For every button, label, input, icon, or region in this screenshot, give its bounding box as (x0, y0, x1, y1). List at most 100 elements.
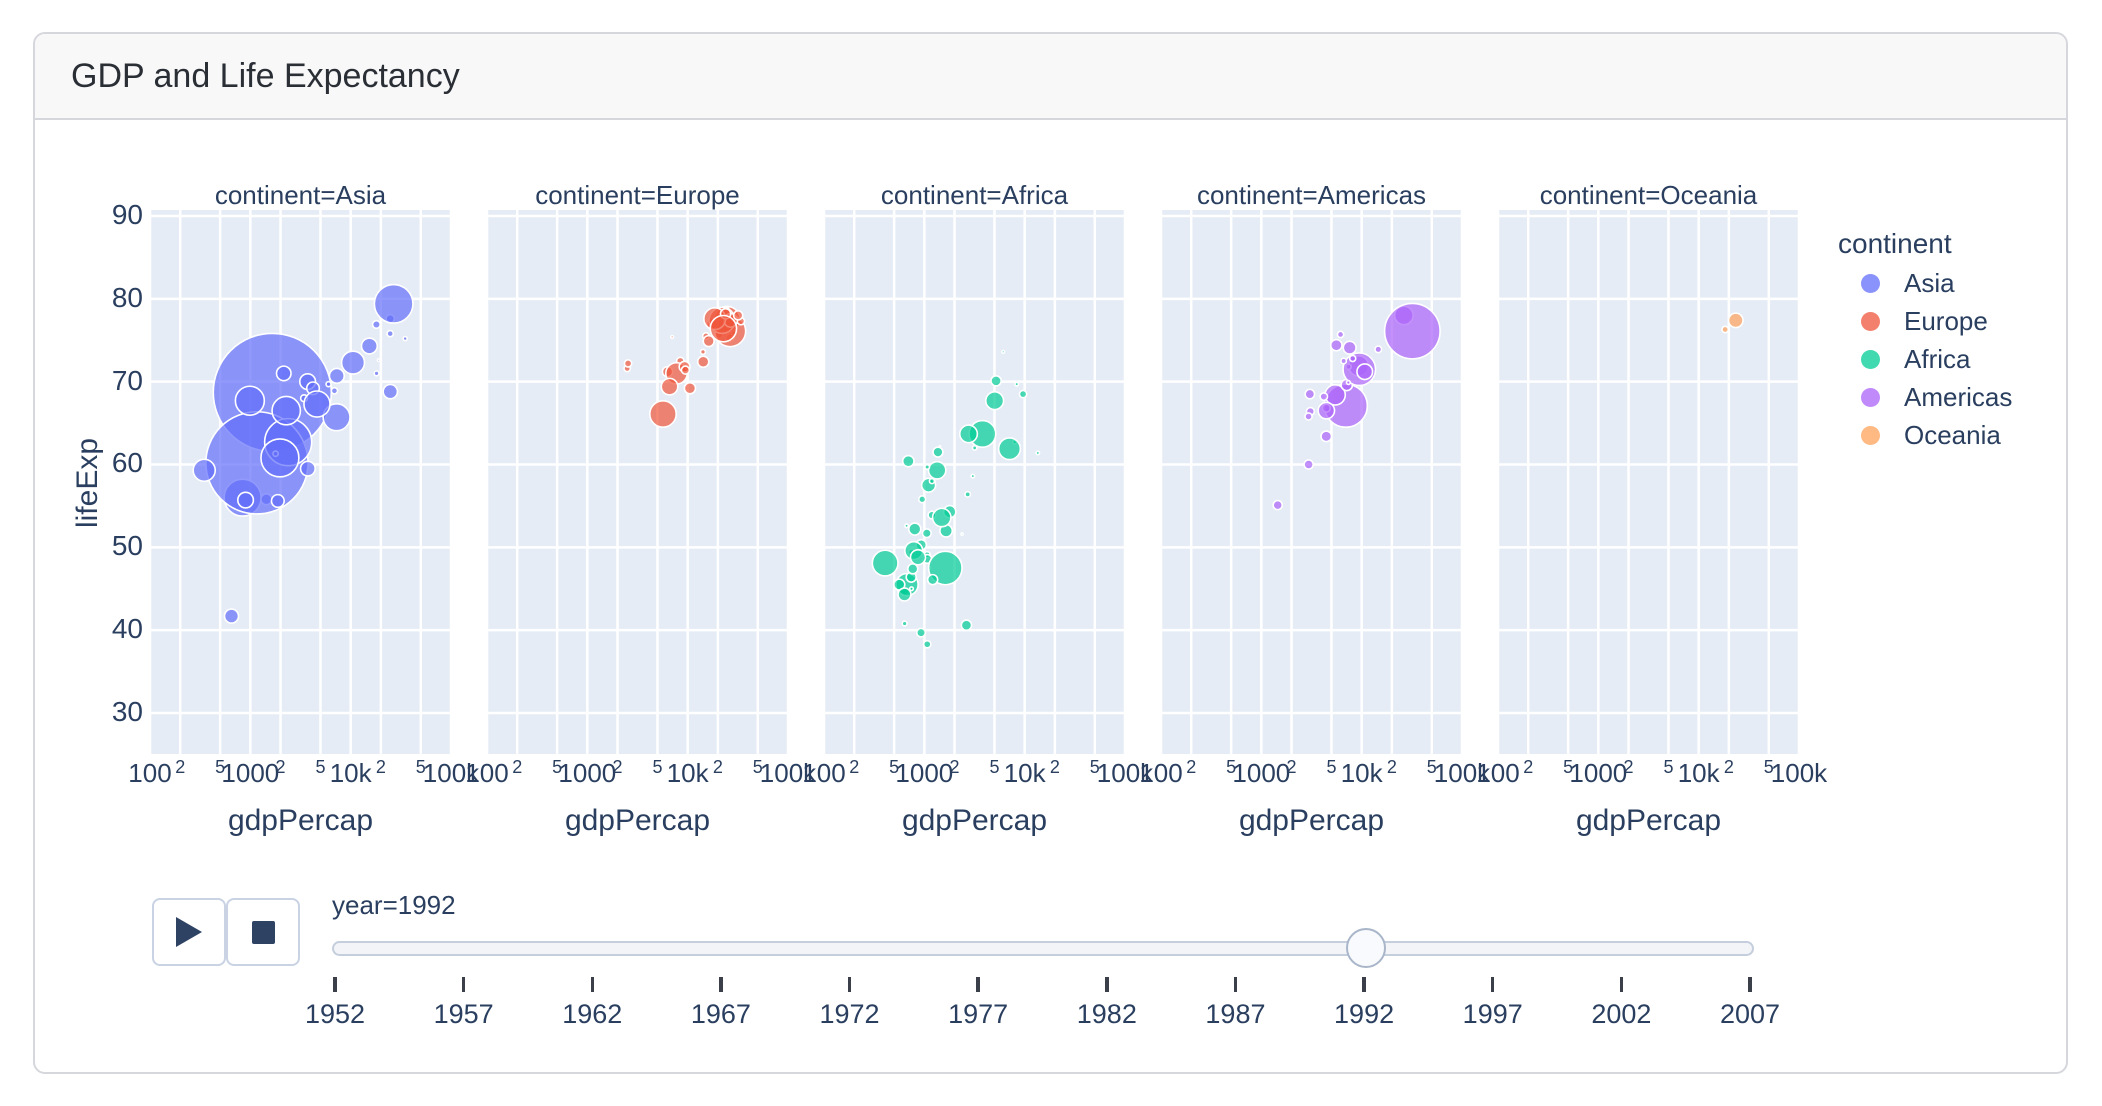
data-point-europe[interactable] (683, 381, 697, 395)
data-point-americas[interactable] (1374, 345, 1383, 354)
data-point-americas[interactable] (1317, 401, 1336, 420)
data-point-asia[interactable] (223, 608, 240, 624)
data-point-africa[interactable] (901, 454, 915, 468)
data-point-africa[interactable] (960, 532, 964, 536)
data-point-africa[interactable] (901, 620, 908, 627)
data-point-americas[interactable] (1272, 499, 1284, 511)
data-point-asia[interactable] (340, 350, 366, 375)
play-button[interactable] (152, 898, 226, 966)
data-point-asia[interactable] (325, 380, 332, 388)
slider-year-label-1957[interactable]: 1957 (433, 999, 494, 1029)
data-point-europe[interactable] (623, 359, 633, 368)
legend-item-asia[interactable]: Asia (1861, 268, 1955, 299)
data-point-africa[interactable] (990, 374, 1002, 387)
data-point-africa[interactable] (904, 523, 910, 529)
data-point-asia[interactable] (237, 491, 255, 509)
data-point-africa[interactable] (908, 586, 915, 592)
data-point-africa[interactable] (997, 437, 1022, 461)
slider-year-label-1977[interactable]: 1977 (948, 999, 1009, 1029)
data-point-africa[interactable] (932, 446, 944, 458)
data-point-europe[interactable] (649, 399, 678, 428)
data-point-europe[interactable] (732, 310, 744, 321)
data-point-asia[interactable] (260, 438, 300, 478)
data-point-africa[interactable] (964, 490, 972, 498)
data-point-africa[interactable] (915, 627, 927, 638)
slider-year-label-1987[interactable]: 1987 (1205, 999, 1266, 1029)
data-point-africa[interactable] (984, 391, 1005, 411)
data-point-asia[interactable] (322, 403, 351, 432)
data-point-asia[interactable] (299, 460, 316, 477)
data-point-americas[interactable] (1303, 459, 1314, 470)
data-point-americas[interactable] (1342, 340, 1357, 355)
data-point-asia[interactable] (303, 390, 331, 418)
legend-item-africa[interactable]: Africa (1861, 344, 1970, 375)
year-slider-track[interactable] (332, 941, 1754, 956)
data-point-africa[interactable] (1014, 381, 1020, 387)
data-point-europe[interactable] (702, 334, 715, 348)
data-point-europe[interactable] (660, 377, 679, 396)
data-point-americas[interactable] (1319, 392, 1329, 402)
data-point-africa[interactable] (871, 549, 899, 577)
data-point-africa[interactable] (897, 587, 912, 602)
data-point-asia[interactable] (376, 358, 381, 363)
data-point-africa[interactable] (960, 619, 973, 632)
data-point-africa[interactable] (970, 473, 976, 479)
stop-button[interactable] (226, 898, 300, 966)
slider-year-label-1952[interactable]: 1952 (304, 999, 366, 1029)
data-point-africa[interactable] (958, 424, 979, 444)
data-point-asia[interactable] (328, 367, 346, 385)
data-point-asia[interactable] (271, 395, 302, 426)
data-point-europe[interactable] (696, 355, 710, 369)
data-point-africa[interactable] (921, 528, 932, 539)
data-point-europe[interactable] (709, 314, 738, 343)
data-point-africa[interactable] (906, 563, 919, 575)
data-point-europe[interactable] (699, 348, 707, 356)
slider-year-label-1962[interactable]: 1962 (562, 999, 623, 1029)
data-point-asia[interactable] (373, 370, 380, 377)
data-point-asia[interactable] (371, 319, 382, 330)
data-point-americas[interactable] (1340, 357, 1348, 365)
data-point-americas[interactable] (1345, 379, 1352, 386)
slider-year-label-1997[interactable]: 1997 (1462, 999, 1523, 1029)
slider-handle[interactable] (1346, 928, 1387, 968)
data-point-africa[interactable] (909, 548, 927, 566)
data-point-africa[interactable] (907, 522, 922, 536)
data-point-americas[interactable] (1320, 430, 1333, 443)
slider-year-label-2002[interactable]: 2002 (1591, 999, 1652, 1029)
data-point-americas[interactable] (1329, 338, 1343, 352)
data-point-asia[interactable] (330, 386, 339, 395)
data-point-africa[interactable] (927, 460, 947, 480)
data-point-americas[interactable] (1383, 302, 1441, 360)
data-point-asia[interactable] (382, 383, 399, 400)
data-point-americas[interactable] (1304, 388, 1316, 400)
slider-year-label-1992[interactable]: 1992 (1334, 999, 1395, 1029)
slider-year-label-1982[interactable]: 1982 (1076, 999, 1137, 1029)
legend-item-oceania[interactable]: Oceania (1861, 420, 2001, 451)
data-point-asia[interactable] (275, 365, 292, 382)
data-point-asia[interactable] (373, 283, 414, 324)
data-point-africa[interactable] (924, 463, 931, 471)
data-point-asia[interactable] (234, 385, 266, 416)
slider-year-label-1967[interactable]: 1967 (690, 999, 751, 1029)
data-point-oceania[interactable] (1727, 312, 1744, 329)
data-point-africa[interactable] (917, 495, 927, 504)
data-point-americas[interactable] (1304, 412, 1313, 421)
legend-item-europe[interactable]: Europe (1861, 306, 1988, 337)
data-point-africa[interactable] (1018, 389, 1028, 399)
data-point-americas[interactable] (1348, 354, 1357, 363)
data-point-africa[interactable] (971, 444, 978, 451)
slider-year-label-1972[interactable]: 1972 (819, 999, 880, 1029)
slider-year-label-2007[interactable]: 2007 (1719, 999, 1781, 1029)
data-point-europe[interactable] (670, 334, 675, 340)
data-point-africa[interactable] (926, 573, 939, 586)
data-point-asia[interactable] (386, 329, 395, 338)
data-point-asia[interactable] (402, 335, 409, 342)
data-point-americas[interactable] (1336, 330, 1345, 339)
data-point-africa[interactable] (931, 507, 952, 528)
data-point-americas[interactable] (1356, 363, 1374, 381)
legend-item-americas[interactable]: Americas (1861, 382, 2012, 413)
data-point-africa[interactable] (928, 477, 936, 485)
data-point-africa[interactable] (922, 639, 932, 649)
data-point-asia[interactable] (192, 458, 217, 483)
data-point-europe[interactable] (680, 365, 691, 375)
